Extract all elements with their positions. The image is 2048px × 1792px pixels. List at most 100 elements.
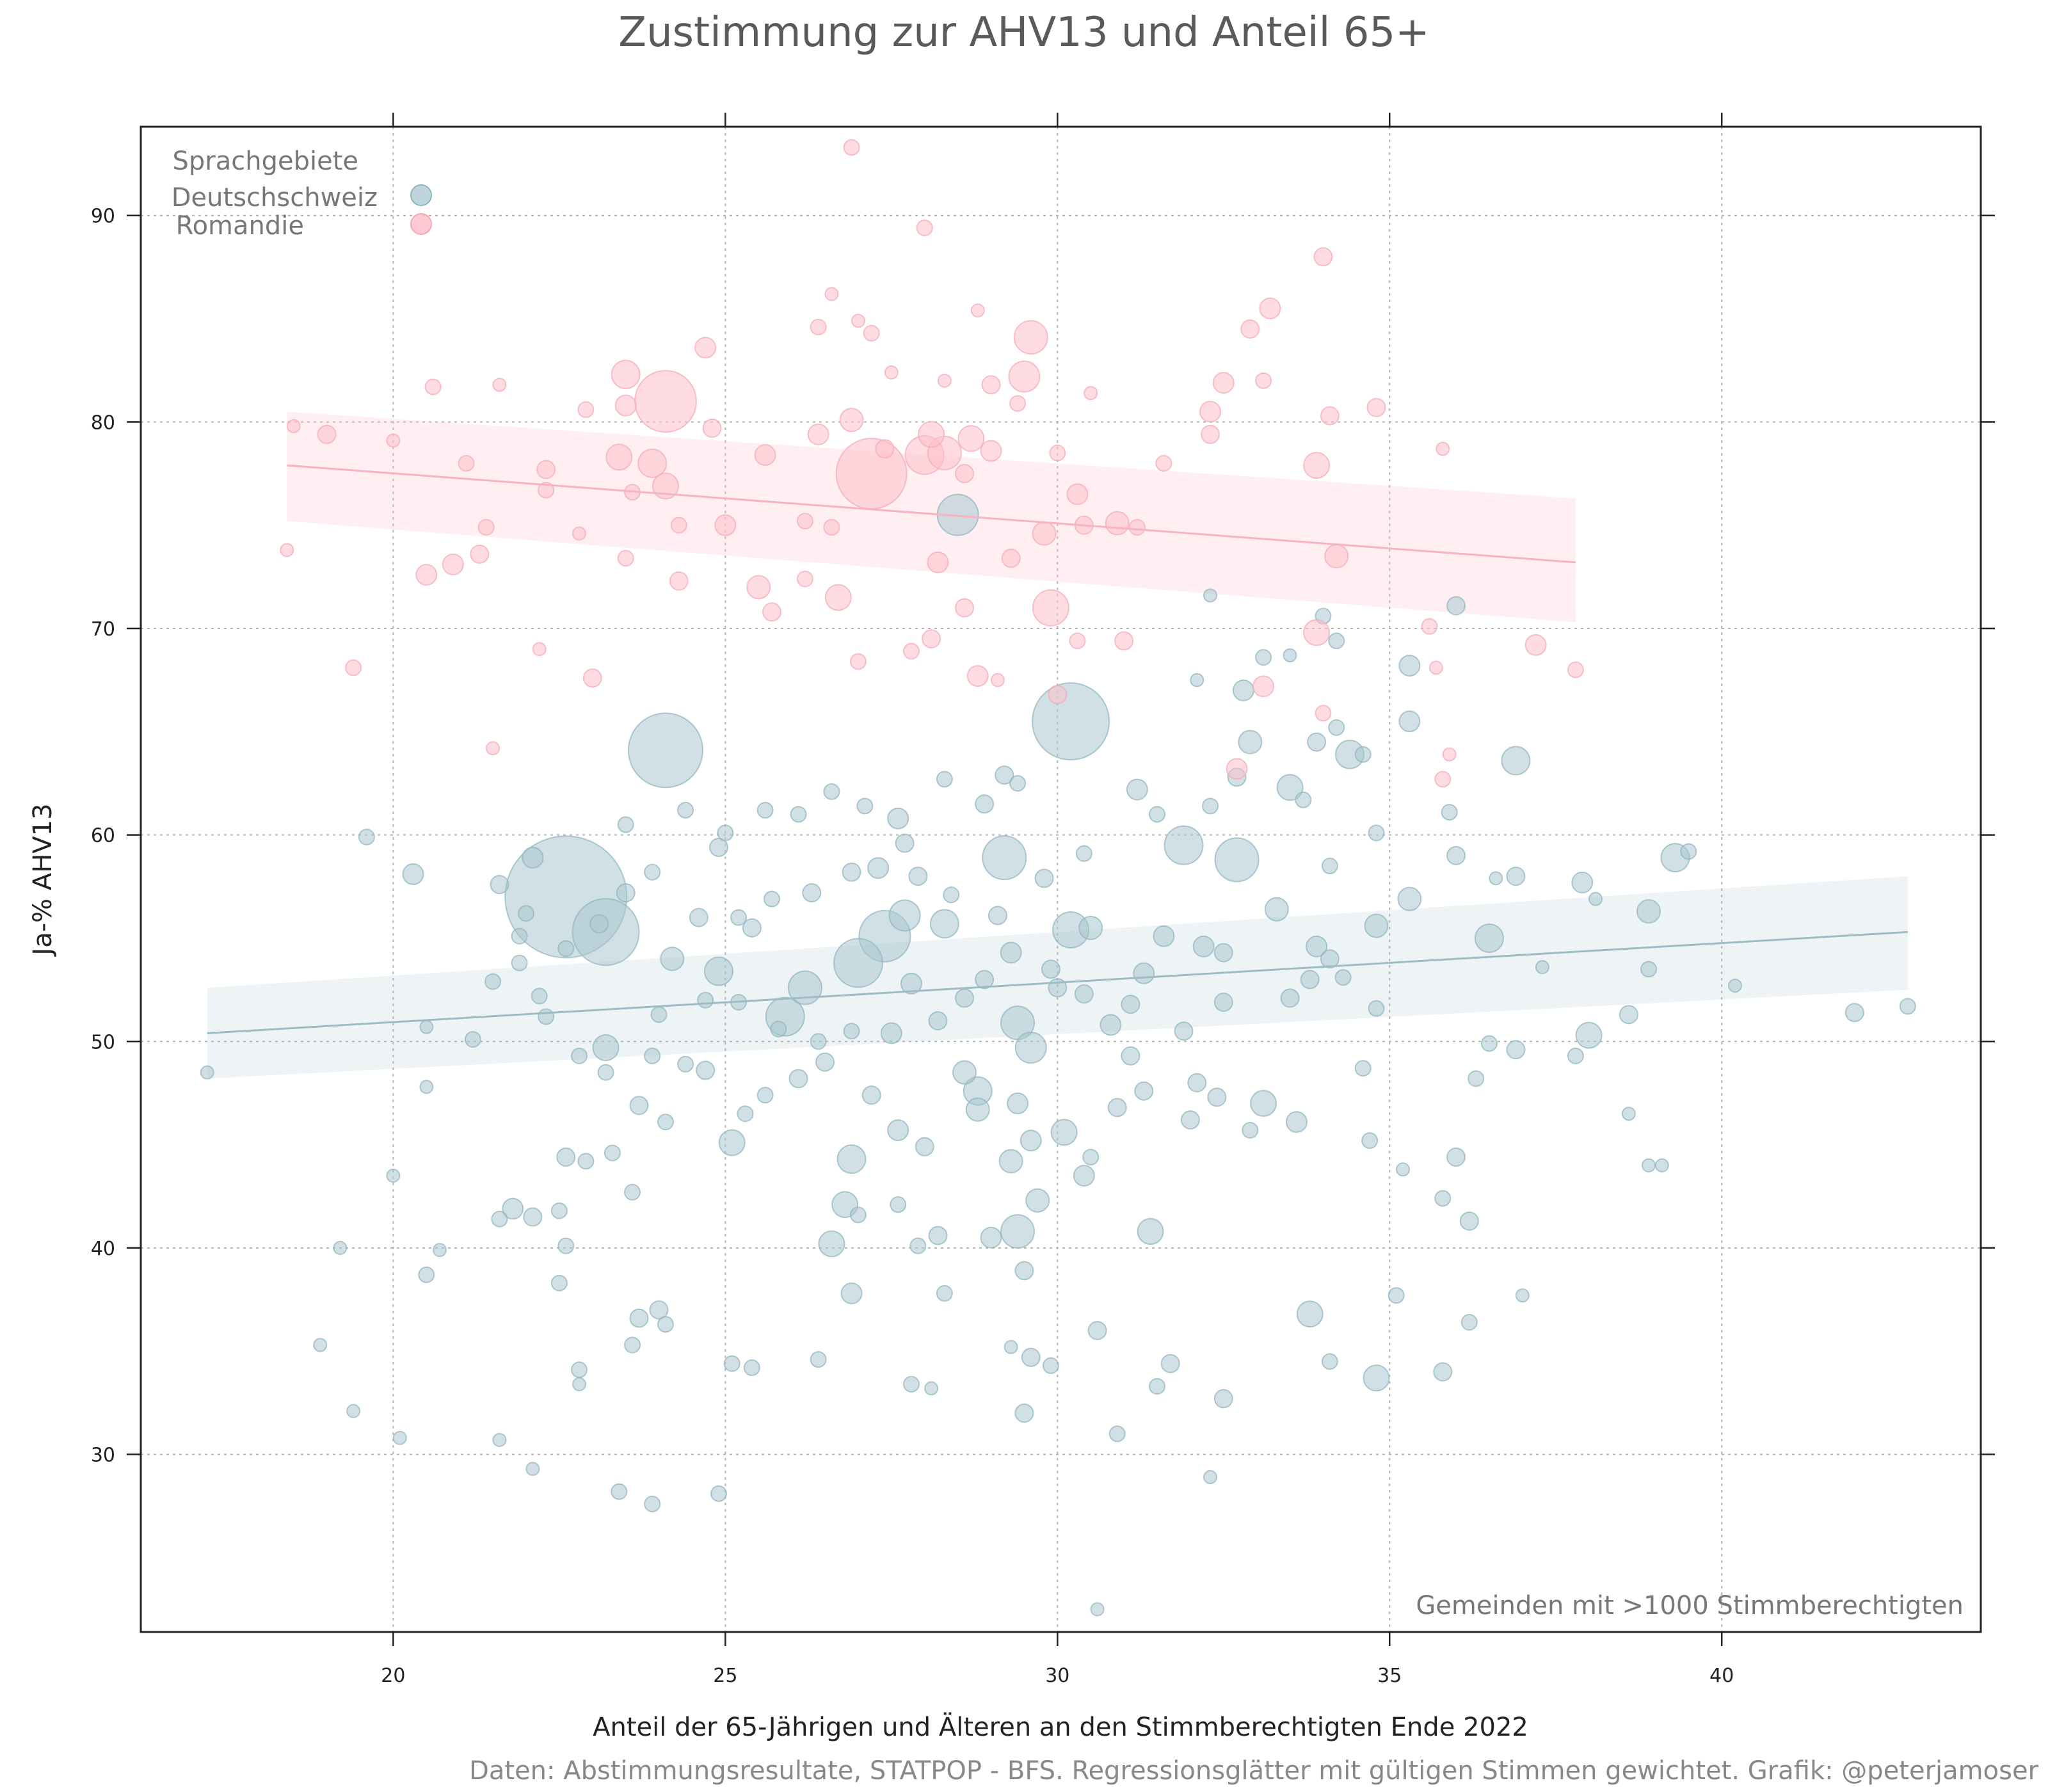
data-point-romandie <box>477 518 495 536</box>
data-point-deutschschweiz <box>867 857 890 879</box>
data-point-deutschschweiz <box>491 1210 508 1228</box>
data-point-deutschschweiz <box>756 801 774 819</box>
data-point-deutschschweiz <box>909 1237 927 1254</box>
data-point-deutschschweiz <box>1334 969 1352 986</box>
data-point-deutschschweiz <box>1398 710 1421 733</box>
data-point-romandie <box>1259 297 1281 319</box>
data-point-deutschschweiz <box>1148 806 1165 823</box>
data-point-romandie <box>746 575 771 600</box>
y-tick-label: 50 <box>91 1031 115 1053</box>
data-point-deutschschweiz <box>823 783 840 800</box>
data-point-deutschschweiz <box>650 1006 668 1023</box>
data-point-romandie <box>1366 397 1386 417</box>
data-point-deutschschweiz <box>1137 1218 1164 1245</box>
data-point-deutschschweiz <box>1276 774 1304 801</box>
data-point-romandie <box>902 643 920 660</box>
data-point-deutschschweiz <box>833 938 883 988</box>
data-point-romandie <box>280 543 294 557</box>
data-point-romandie <box>849 653 867 670</box>
data-point-deutschschweiz <box>742 918 762 938</box>
data-point-deutschschweiz <box>1238 730 1263 755</box>
axis-ticks: 20 25 30 35 40 30 40 50 60 70 80 90 <box>91 113 1995 1687</box>
data-point-romandie <box>835 438 908 510</box>
data-point-deutschschweiz <box>522 847 544 869</box>
data-point-romandie <box>572 526 587 541</box>
source-caption: Daten: Abstimmungsresultate, STATPOP - B… <box>469 1756 2038 1786</box>
data-point-romandie <box>955 598 975 618</box>
data-point-deutschschweiz <box>1004 1340 1018 1354</box>
data-point-deutschschweiz <box>1515 1288 1530 1303</box>
data-point-deutschschweiz <box>1214 837 1260 883</box>
trend-line-deutschschweiz <box>207 931 1908 1034</box>
data-point-deutschschweiz <box>1328 632 1345 650</box>
chart-title: Zustimmung zur AHV13 und Anteil 65+ <box>618 9 1430 56</box>
data-point-romandie <box>1199 401 1222 423</box>
data-point-deutschschweiz <box>1328 719 1345 736</box>
data-point-deutschschweiz <box>517 905 534 922</box>
data-point-romandie <box>807 423 829 445</box>
data-point-deutschschweiz <box>616 883 636 902</box>
data-point-romandie <box>863 324 880 342</box>
data-point-deutschschweiz <box>1642 1158 1656 1172</box>
data-point-deutschschweiz <box>908 867 928 886</box>
data-point-deutschschweiz <box>1361 1132 1379 1149</box>
data-point-deutschschweiz <box>1203 1470 1218 1485</box>
data-point-deutschschweiz <box>1014 1261 1034 1281</box>
data-point-deutschschweiz <box>572 1377 587 1391</box>
data-point-romandie <box>1013 320 1048 355</box>
data-point-romandie <box>970 303 985 318</box>
data-point-romandie <box>1313 247 1333 267</box>
data-point-romandie <box>1240 319 1260 339</box>
data-point-deutschschweiz <box>703 956 733 986</box>
data-point-deutschschweiz <box>644 1047 661 1064</box>
data-point-deutschschweiz <box>1087 1320 1107 1340</box>
data-point-deutschschweiz <box>657 1114 674 1131</box>
data-point-deutschschweiz <box>936 771 953 788</box>
data-point-deutschschweiz <box>1368 1000 1385 1017</box>
data-point-deutschschweiz <box>1636 899 1661 924</box>
y-tick-label: 30 <box>91 1444 115 1467</box>
data-point-deutschschweiz <box>1074 984 1094 1004</box>
data-point-deutschschweiz <box>810 1351 827 1368</box>
data-point-deutschschweiz <box>1014 1404 1034 1423</box>
data-point-deutschschweiz <box>677 801 694 819</box>
data-point-deutschschweiz <box>1153 925 1175 947</box>
data-point-deutschschweiz <box>1535 960 1549 975</box>
data-point-romandie <box>839 408 864 433</box>
data-point-romandie <box>538 481 555 499</box>
data-point-romandie <box>1032 521 1057 546</box>
x-tick-label: 25 <box>713 1665 737 1687</box>
data-point-deutschschweiz <box>1121 995 1140 1014</box>
legend-marker-deutschschweiz <box>410 184 432 206</box>
data-point-deutschschweiz <box>418 1266 435 1283</box>
data-point-deutschschweiz <box>915 1137 934 1156</box>
data-point-deutschschweiz <box>358 828 375 845</box>
y-tick-label: 90 <box>91 205 115 228</box>
data-point-deutschschweiz <box>1446 1147 1466 1167</box>
annotation-note: Gemeinden mit >1000 Stimmberechtigten <box>1416 1591 1964 1620</box>
data-point-romandie <box>1008 360 1041 393</box>
data-point-deutschschweiz <box>592 1034 620 1061</box>
data-point-romandie <box>442 553 464 575</box>
trend-line-romandie <box>287 464 1576 564</box>
data-point-deutschschweiz <box>1441 804 1458 821</box>
data-point-romandie <box>605 444 633 471</box>
data-point-romandie <box>386 433 401 448</box>
data-point-deutschschweiz <box>1174 1021 1194 1041</box>
data-point-deutschschweiz <box>790 806 807 823</box>
data-point-deutschschweiz <box>589 914 609 934</box>
data-point-deutschschweiz <box>1107 1098 1127 1117</box>
data-point-deutschschweiz <box>464 1031 481 1048</box>
data-point-romandie <box>1155 454 1172 472</box>
data-point-deutschschweiz <box>1285 1111 1308 1133</box>
data-point-deutschschweiz <box>1480 1035 1498 1052</box>
data-point-deutschschweiz <box>1844 1003 1864 1023</box>
data-point-romandie <box>1009 395 1027 412</box>
legend-label-deutschschweiz: Deutschschweiz <box>172 183 378 212</box>
data-point-deutschschweiz <box>644 863 661 881</box>
data-point-deutschschweiz <box>696 1060 716 1080</box>
data-point-deutschschweiz <box>1506 1040 1526 1060</box>
data-point-romandie <box>1105 511 1130 536</box>
data-point-deutschschweiz <box>1203 588 1218 603</box>
data-point-deutschschweiz <box>597 1064 614 1081</box>
